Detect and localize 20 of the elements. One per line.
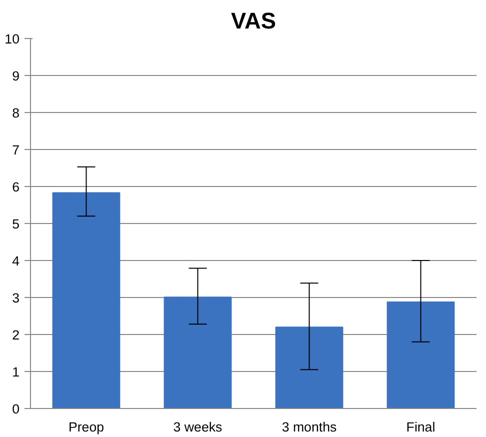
x-tick-label: Preop: [68, 420, 104, 434]
y-tick-label: 6: [12, 180, 20, 194]
bar: [52, 192, 120, 408]
chart-title: VAS: [231, 8, 276, 34]
x-tick-label: Final: [406, 420, 436, 434]
x-tick-label: 3 months: [282, 420, 337, 434]
bar: [164, 296, 232, 408]
bar: [275, 326, 344, 408]
y-tick-label: 2: [12, 328, 20, 342]
y-tick-label: 3: [12, 290, 20, 306]
y-tick-label: 9: [12, 68, 20, 84]
y-tick-label: 5: [12, 216, 20, 232]
bar: [386, 301, 455, 408]
y-tick-label: 7: [12, 142, 20, 158]
y-tick-label: 4: [12, 254, 20, 268]
y-tick-label: 8: [12, 106, 20, 120]
y-tick-label: 0: [12, 402, 20, 416]
x-tick-label: 3 weeks: [173, 420, 223, 434]
y-tick-label: 1: [12, 364, 20, 380]
y-tick-label: 10: [4, 32, 20, 46]
